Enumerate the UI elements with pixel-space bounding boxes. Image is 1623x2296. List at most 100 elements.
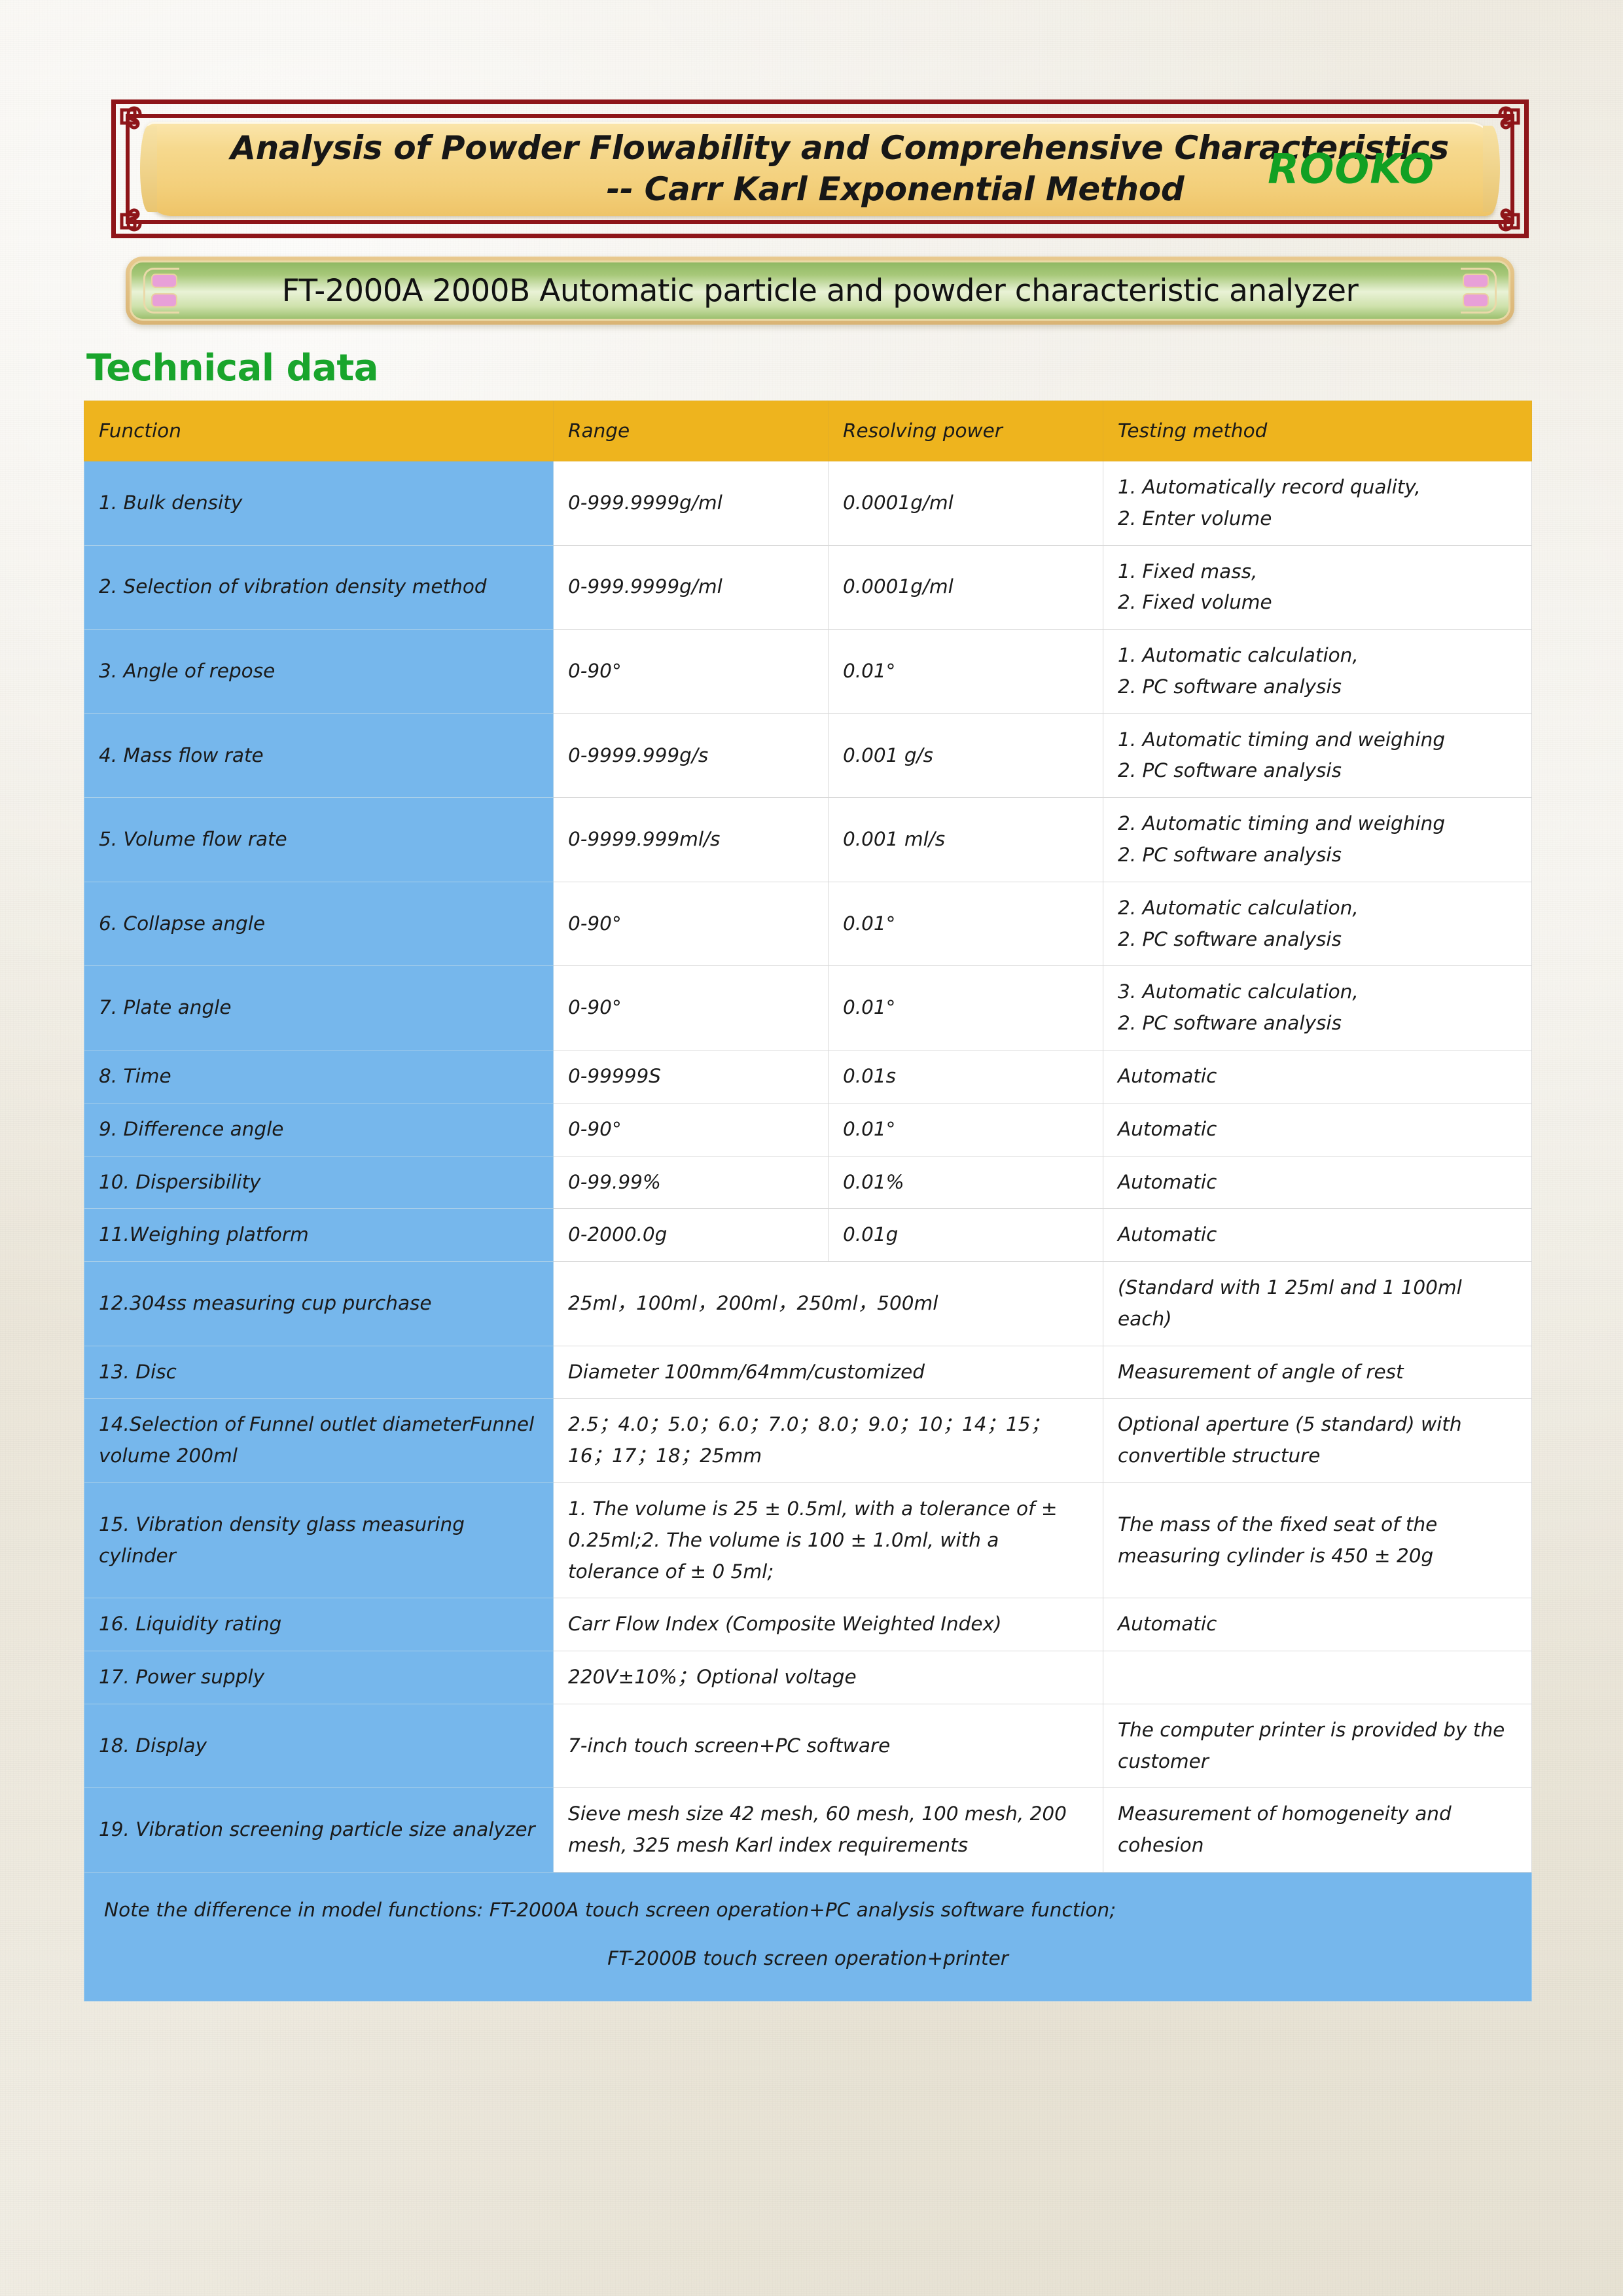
decorative-pip-icon <box>151 293 177 308</box>
cell-range: 0-90° <box>553 881 829 967</box>
cell-range: 0-9999.999g/s <box>553 713 829 798</box>
table-header: Function Range Resolving power Testing m… <box>84 401 1532 461</box>
cell-range: Sieve mesh size 42 mesh, 60 mesh, 100 me… <box>553 1787 1103 1873</box>
cell-function: 7. Plate angle <box>84 965 554 1050</box>
ornate-frame-inner <box>126 114 1514 224</box>
cell-function: 16. Liquidity rating <box>84 1598 554 1652</box>
cell-testing-method: Automatic <box>1103 1208 1532 1263</box>
cell-testing-method: Optional aperture (5 standard) with conv… <box>1103 1398 1532 1483</box>
cell-resolving-power: 0.01% <box>828 1155 1103 1210</box>
cell-function: 19. Vibration screening particle size an… <box>84 1787 554 1873</box>
footnote-line-2: FT-2000B touch screen operation+printer <box>607 1946 1008 1969</box>
cell-testing-method: 3. Automatic calculation, 2. PC software … <box>1103 965 1532 1050</box>
table-row: 2. Selection of vibration density method… <box>84 545 1532 630</box>
cell-resolving-power: 0.01° <box>828 629 1103 714</box>
cell-testing-method: 1. Fixed mass, 2. Fixed volume <box>1103 545 1532 630</box>
cell-function: 5. Volume flow rate <box>84 797 554 882</box>
cell-testing-method: Automatic <box>1103 1102 1532 1157</box>
cell-function: 14.Selection of Funnel outlet diameterFu… <box>84 1398 554 1483</box>
cell-range: 0-99999S <box>553 1049 829 1103</box>
table-row: 1. Bulk density 0-999.9999g/ml 0.0001g/ml 1… <box>84 461 1532 546</box>
cell-testing-method: 2. Automatic timing and weighing 2. PC so… <box>1103 797 1532 882</box>
cell-range: 0-90° <box>553 629 829 714</box>
product-name-text: FT-2000A 2000B Automatic particle and po… <box>281 272 1359 309</box>
table-footnote-row: Note the difference in model functions: … <box>84 1872 1532 2001</box>
cell-testing-method: The mass of the fixed seat of the measur… <box>1103 1482 1532 1599</box>
table-row: 7. Plate angle 0-90° 0.01° 3. Automatic cal… <box>84 965 1532 1050</box>
cell-resolving-power: 0.01° <box>828 881 1103 967</box>
cell-range: Carr Flow Index (Composite Weighted Inde… <box>553 1598 1103 1652</box>
table-row: 13. Disc Diameter 100mm/64mm/customized Me… <box>84 1345 1532 1399</box>
cell-function: 9. Difference angle <box>84 1102 554 1157</box>
cell-testing-method: 1. Automatic calculation, 2. PC software … <box>1103 629 1532 714</box>
decorative-pip-icon <box>151 274 177 288</box>
table-row: 10. Dispersibility 0-99.99% 0.01% Automatic <box>84 1155 1532 1210</box>
cell-resolving-power: 0.001 g/s <box>828 713 1103 798</box>
cell-range: 0-999.9999g/ml <box>553 545 829 630</box>
cell-range: 25ml，100ml，200ml，250ml，500ml <box>553 1261 1103 1346</box>
column-header-testing-method: Testing method <box>1103 401 1532 461</box>
cell-testing-method: Automatic <box>1103 1049 1532 1103</box>
ornate-frame-outer <box>111 99 1529 238</box>
cell-resolving-power: 0.01° <box>828 965 1103 1050</box>
cell-function: 2. Selection of vibration density method <box>84 545 554 630</box>
cell-function: 4. Mass flow rate <box>84 713 554 798</box>
cell-range: 2.5；4.0；5.0；6.0；7.0；8.0；9.0；10；14；15；16；… <box>553 1398 1103 1483</box>
cell-testing-method: Measurement of angle of rest <box>1103 1345 1532 1399</box>
decorative-pip-icon <box>1463 293 1489 308</box>
cell-function: 13. Disc <box>84 1345 554 1399</box>
column-header-function: Function <box>84 401 554 461</box>
table-row: 5. Volume flow rate 0-9999.999ml/s 0.001 m… <box>84 797 1532 882</box>
table-footnote-cell: Note the difference in model functions: … <box>84 1872 1532 2001</box>
cell-function: 1. Bulk density <box>84 461 554 546</box>
cell-resolving-power: 0.01° <box>828 1102 1103 1157</box>
table-row: 16. Liquidity rating Carr Flow Index (Com… <box>84 1598 1532 1652</box>
cell-testing-method: Measurement of homogeneity and cohesion <box>1103 1787 1532 1873</box>
table-row: 11.Weighing platform 0-2000.0g 0.01g Automa… <box>84 1208 1532 1263</box>
cell-function: 3. Angle of repose <box>84 629 554 714</box>
table-header-row: Function Range Resolving power Testing m… <box>84 401 1532 461</box>
table-row: 8. Time 0-99999S 0.01s Automatic <box>84 1049 1532 1103</box>
column-header-range: Range <box>553 401 829 461</box>
cell-function: 17. Power supply <box>84 1651 554 1704</box>
technical-data-table: Function Range Resolving power Testing m… <box>84 401 1532 2001</box>
cell-range: 0-9999.999ml/s <box>553 797 829 882</box>
table-row: 3. Angle of repose 0-90° 0.01° 1. Automatic… <box>84 629 1532 714</box>
table-row: 4. Mass flow rate 0-9999.999g/s 0.001 g/s 1… <box>84 713 1532 798</box>
cell-testing-method: (Standard with 1 25ml and 1 100ml each) <box>1103 1261 1532 1346</box>
table-row: 18. Display 7-inch touch screen+PC softwa… <box>84 1703 1532 1789</box>
table-row: 6. Collapse angle 0-90° 0.01° 2. Automatic … <box>84 881 1532 967</box>
cell-testing-method: 1. Automatically record quality, 2. Enter… <box>1103 461 1532 546</box>
cell-testing-method: Automatic <box>1103 1598 1532 1652</box>
table-row: 12.304ss measuring cup purchase 25ml，100m… <box>84 1261 1532 1346</box>
table-row: 17. Power supply 220V±10%；Optional voltag… <box>84 1651 1532 1704</box>
section-heading-technical-data: Technical data <box>86 347 378 389</box>
cell-function: 10. Dispersibility <box>84 1155 554 1210</box>
title-gold-plate: Analysis of Powder Flowability and Compr… <box>140 122 1500 216</box>
table-body: 1. Bulk density 0-999.9999g/ml 0.0001g/ml 1… <box>84 461 1532 2001</box>
cell-testing-method: Automatic <box>1103 1155 1532 1210</box>
cell-range: 1. The volume is 25 ± 0.5ml, with a tole… <box>553 1482 1103 1599</box>
cell-range: 0-99.99% <box>553 1155 829 1210</box>
cell-resolving-power: 0.0001g/ml <box>828 545 1103 630</box>
cell-testing-method: The computer printer is provided by the … <box>1103 1703 1532 1789</box>
cell-resolving-power: 0.001 ml/s <box>828 797 1103 882</box>
footnote-line-1: Note the difference in model functions: … <box>104 1899 1116 1921</box>
cell-function: 6. Collapse angle <box>84 881 554 967</box>
cell-range: 0-2000.0g <box>553 1208 829 1263</box>
cell-function: 12.304ss measuring cup purchase <box>84 1261 554 1346</box>
cell-function: 18. Display <box>84 1703 554 1789</box>
product-name-banner: FT-2000A 2000B Automatic particle and po… <box>126 257 1514 325</box>
cell-testing-method <box>1103 1651 1532 1704</box>
cell-range: Diameter 100mm/64mm/customized <box>553 1345 1103 1399</box>
cell-testing-method: 1. Automatic timing and weighing 2. PC so… <box>1103 713 1532 798</box>
title-banner: Analysis of Powder Flowability and Compr… <box>111 99 1529 238</box>
document-title-line-1: Analysis of Powder Flowability and Compr… <box>230 129 1449 167</box>
table-row: 19. Vibration screening particle size an… <box>84 1787 1532 1873</box>
table-row: 15. Vibration density glass measuring cy… <box>84 1482 1532 1599</box>
cell-resolving-power: 0.0001g/ml <box>828 461 1103 546</box>
title-text-group: Analysis of Powder Flowability and Compr… <box>145 128 1495 210</box>
cell-function: 8. Time <box>84 1049 554 1103</box>
table-row: 9. Difference angle 0-90° 0.01° Automatic <box>84 1102 1532 1157</box>
